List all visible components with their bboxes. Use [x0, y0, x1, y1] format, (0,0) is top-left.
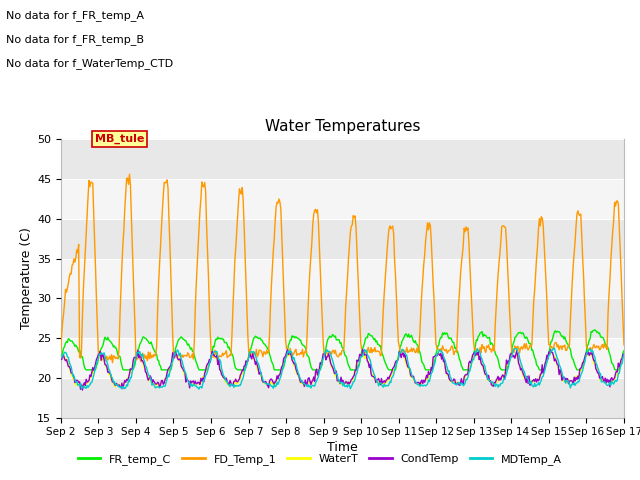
Bar: [61, 179, 624, 219]
Bar: [61, 219, 624, 259]
Text: MB_tule: MB_tule: [95, 134, 144, 144]
Title: Water Temperatures: Water Temperatures: [265, 119, 420, 134]
Text: No data for f_WaterTemp_CTD: No data for f_WaterTemp_CTD: [6, 58, 173, 69]
Bar: [61, 259, 624, 298]
Bar: [61, 338, 624, 378]
Text: No data for f_FR_temp_A: No data for f_FR_temp_A: [6, 10, 145, 21]
Bar: [61, 298, 624, 338]
Y-axis label: Temperature (C): Temperature (C): [20, 228, 33, 329]
Bar: [61, 378, 624, 418]
Legend: FR_temp_C, FD_Temp_1, WaterT, CondTemp, MDTemp_A: FR_temp_C, FD_Temp_1, WaterT, CondTemp, …: [74, 450, 566, 469]
X-axis label: Time: Time: [327, 442, 358, 455]
Text: No data for f_FR_temp_B: No data for f_FR_temp_B: [6, 34, 145, 45]
Bar: [61, 139, 624, 179]
